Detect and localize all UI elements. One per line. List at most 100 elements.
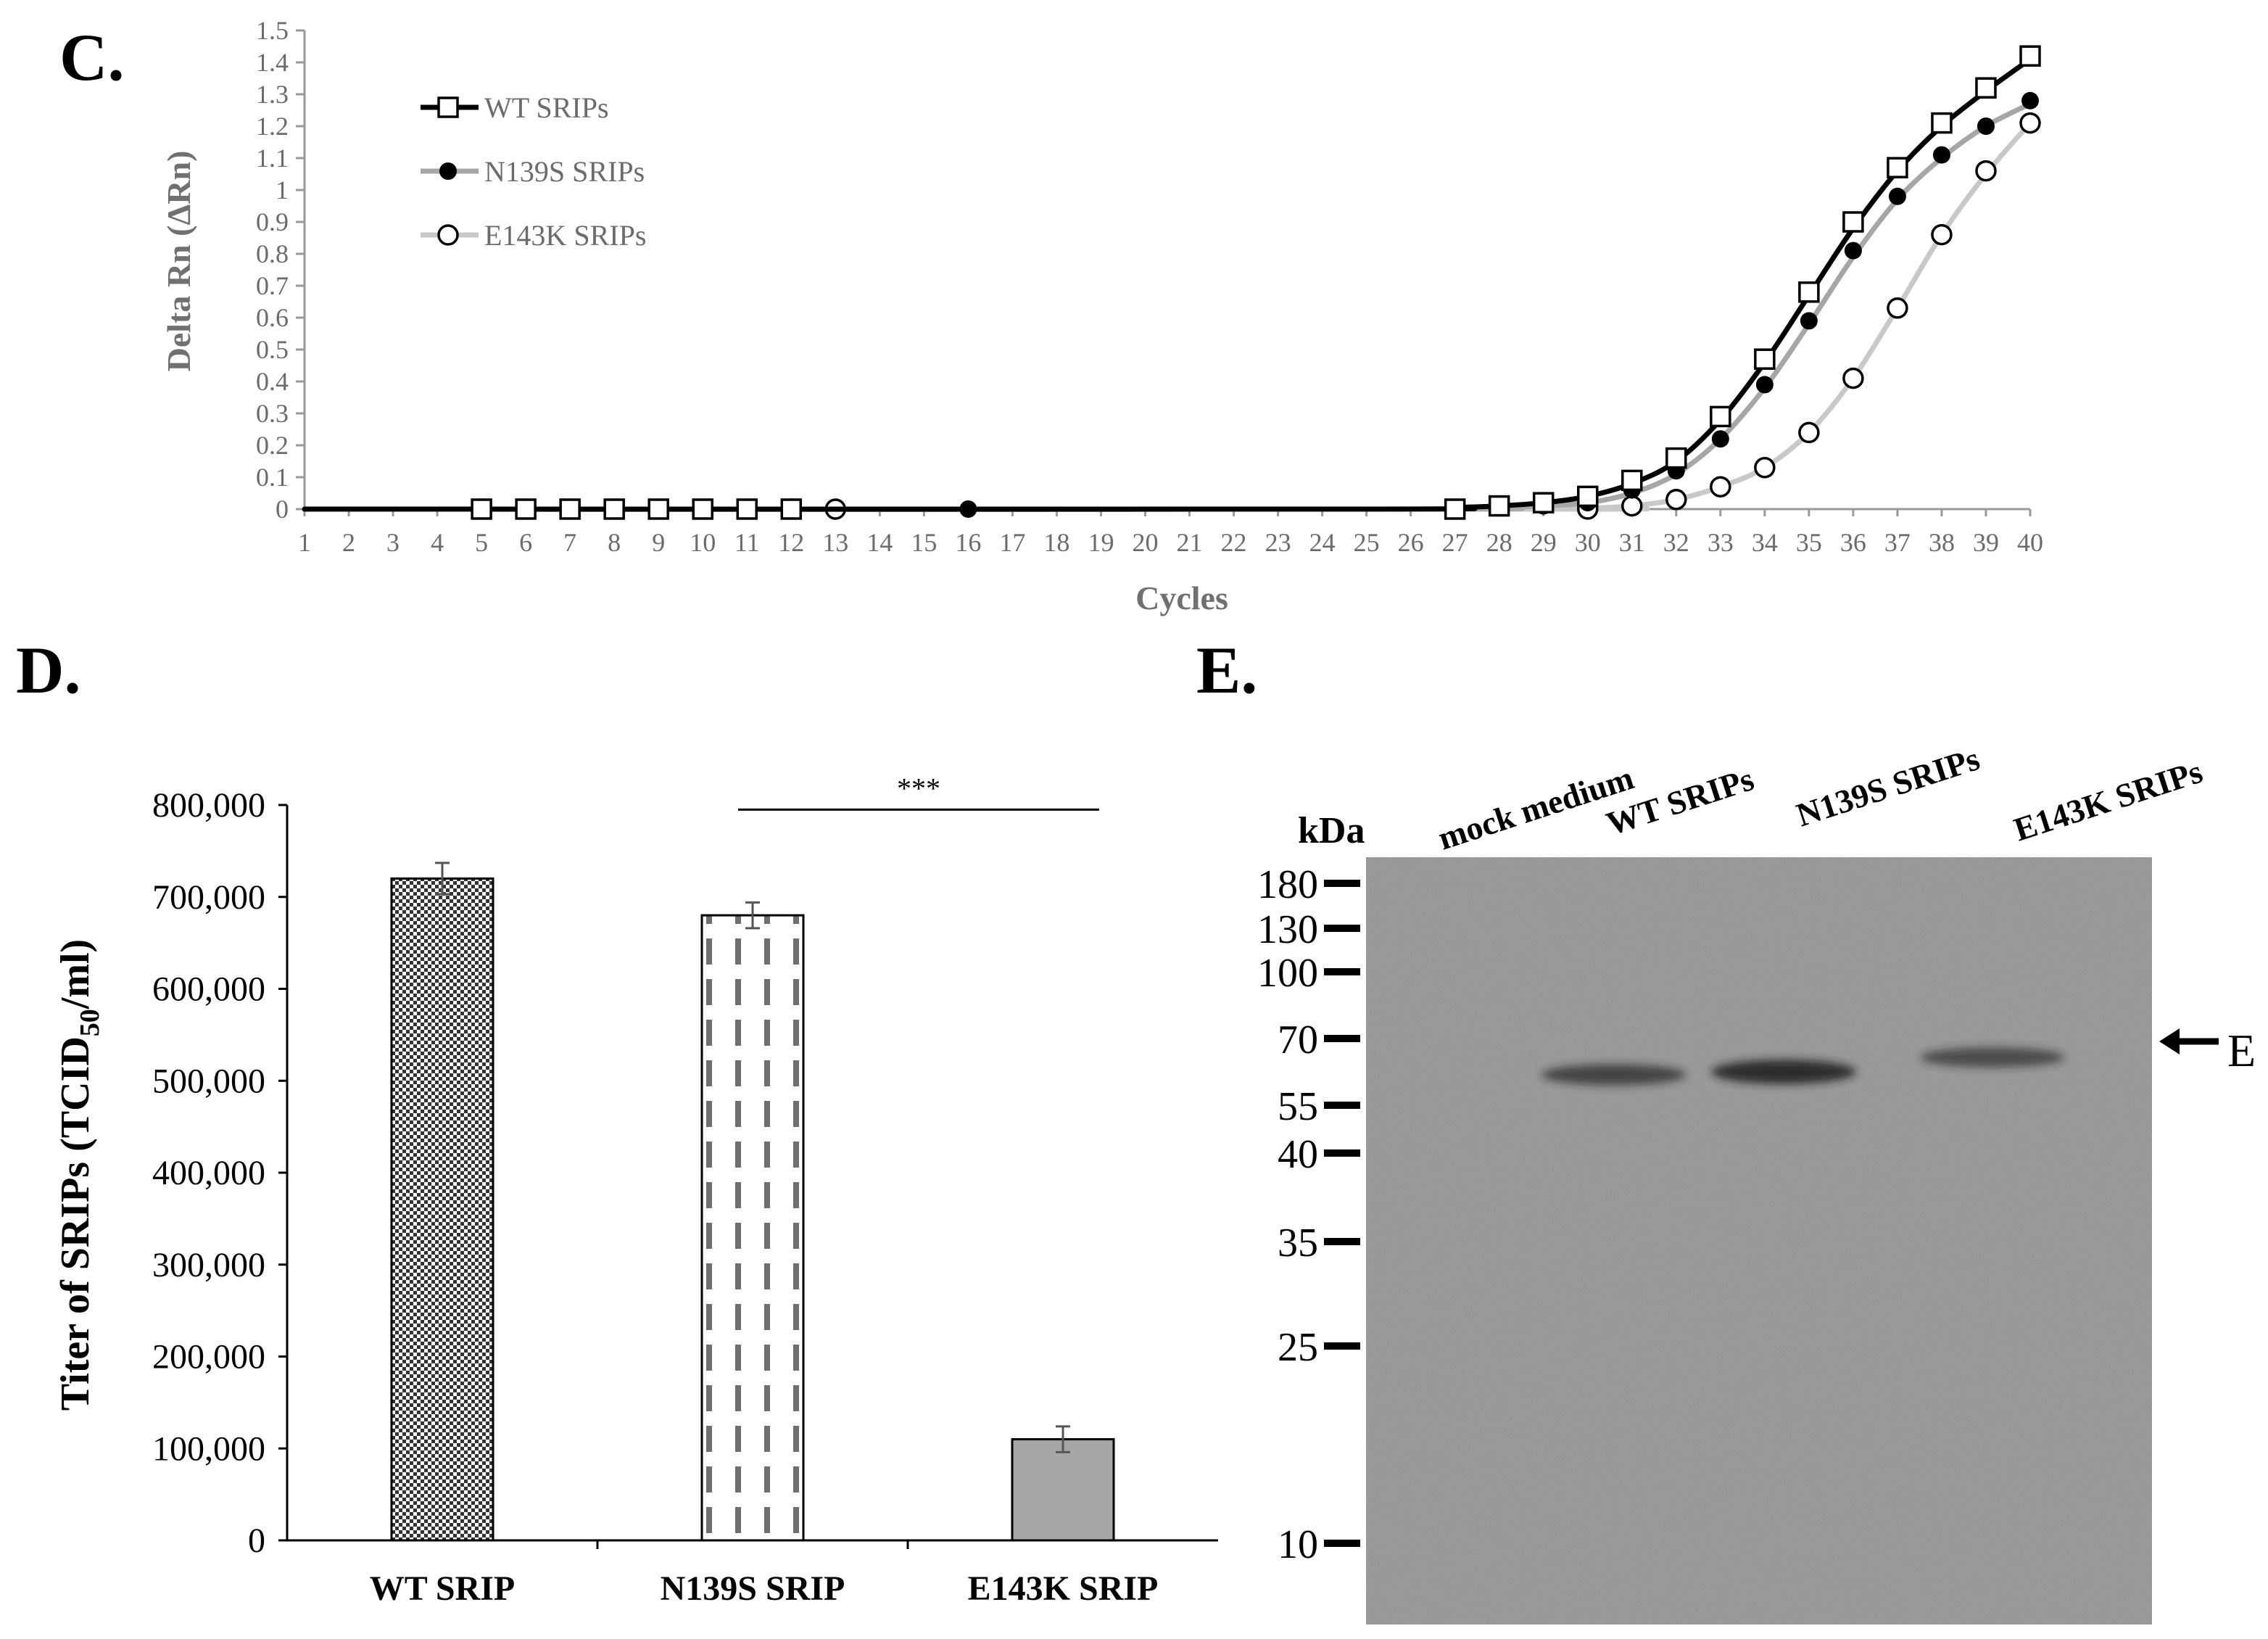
c-data-point [515, 498, 537, 520]
c-y-tick-label: 0.1 [256, 463, 289, 492]
d-y-tick-label: 0 [248, 1522, 265, 1560]
c-data-point [1931, 223, 1953, 246]
c-x-tick-label: 8 [608, 528, 621, 557]
c-x-tick-label: 28 [1486, 528, 1512, 557]
c-legend-marker [437, 96, 459, 118]
c-x-tick-label: 11 [734, 528, 760, 557]
c-x-tick-label: 29 [1531, 528, 1557, 557]
c-x-tick-label: 17 [999, 528, 1025, 557]
d-category-label: E143K SRIP [968, 1569, 1159, 1608]
e-marker-label: 180 [1257, 862, 1318, 907]
c-data-point [1754, 348, 1776, 370]
c-y-tick-label: 1.1 [256, 144, 289, 173]
c-x-tick-label: 38 [1929, 528, 1955, 557]
c-x-tick-label: 9 [652, 528, 665, 557]
c-data-point [559, 498, 581, 520]
c-x-tick-label: 25 [1354, 528, 1380, 557]
c-x-tick-label: 2 [342, 528, 355, 557]
c-x-tick-label: 32 [1663, 528, 1689, 557]
c-legend-label: WT SRIPs [484, 91, 609, 124]
d-bar [1011, 1438, 1115, 1542]
c-data-point [1710, 405, 1731, 428]
c-legend: WT SRIPs N139S SRIPs E143K SRIPs [421, 91, 646, 252]
c-x-tick-label: 24 [1309, 528, 1336, 557]
panel-c-label: C. [59, 20, 124, 94]
c-data-point [1754, 457, 1776, 479]
c-data-point [1932, 146, 1950, 164]
c-x-tick-label: 7 [563, 528, 576, 557]
c-data-point [1798, 421, 1820, 444]
c-x-tick-label: 36 [1840, 528, 1866, 557]
c-x-tick-label: 13 [822, 528, 848, 557]
c-x-tick-label: 23 [1265, 528, 1291, 557]
e-marker-label: 40 [1278, 1132, 1318, 1177]
c-x-tick-label: 18 [1043, 528, 1069, 557]
d-category-label: N139S SRIP [661, 1569, 845, 1608]
c-x-tick-label: 16 [955, 528, 981, 557]
d-y-tick-label: 400,000 [152, 1154, 265, 1192]
c-y-axis-title: Delta Rn (ΔRn) [160, 151, 197, 372]
c-data-point [1576, 485, 1599, 508]
e-arrow-icon [2159, 1028, 2180, 1054]
c-y-tick-label: 1 [276, 176, 289, 205]
e-lane-label: E143K SRIPs [2009, 753, 2206, 849]
panel-e-label: E. [1196, 633, 1257, 707]
c-y-tick-label: 1.2 [256, 112, 289, 141]
c-data-point [1842, 367, 1864, 389]
c-x-tick-label: 33 [1708, 528, 1734, 557]
c-series-wt-srips [302, 45, 2041, 520]
c-y-tick-label: 0.7 [256, 271, 289, 300]
e-band [1711, 1060, 1856, 1084]
d-y-axis-title: Titer of SRIPs (TCID50/ml) [53, 939, 105, 1411]
c-y-tick-label: 0.3 [256, 399, 289, 428]
e-kda-label: kDa [1298, 810, 1365, 851]
d-bar [390, 877, 494, 1542]
c-data-point [1887, 157, 1908, 178]
c-data-point [1842, 211, 1864, 233]
titer-bar-chart: 0 100,000 200,000 300,000 400,000 500,000 600,… [53, 772, 1218, 1608]
c-data-point [1665, 489, 1687, 511]
c-data-point [1931, 112, 1953, 134]
c-x-tick-label: 19 [1088, 528, 1114, 557]
e-arrow-label: E [2227, 1025, 2256, 1076]
c-x-tick-label: 39 [1973, 528, 1999, 557]
d-y-tick-label: 100,000 [152, 1429, 265, 1468]
c-data-point [1975, 160, 1997, 182]
c-legend-marker [439, 162, 457, 180]
c-x-tick-label: 26 [1398, 528, 1424, 557]
c-x-tick-label: 3 [386, 528, 400, 557]
c-y-tick-label: 0.2 [256, 431, 289, 460]
c-x-tick-label: 35 [1796, 528, 1822, 557]
c-legend-label: E143K SRIPs [484, 219, 646, 252]
c-x-axis-title: Cycles [1135, 579, 1228, 616]
c-y-tick-label: 1.5 [256, 16, 289, 45]
c-data-point [692, 498, 713, 520]
d-y-tick-label: 300,000 [152, 1246, 265, 1284]
c-data-point [780, 498, 803, 520]
c-y-tick-label: 0.5 [256, 335, 289, 364]
c-x-tick-label: 4 [431, 528, 444, 557]
e-marker-label: 35 [1278, 1221, 1318, 1266]
qpcr-amplification-chart: 00.10.20.30.40.50.60.70.80.911.11.21.31.… [160, 16, 2043, 616]
c-legend-label: N139S SRIPs [484, 155, 645, 188]
e-marker-label: 70 [1278, 1017, 1318, 1062]
e-band [1541, 1064, 1686, 1086]
c-y-tick-label: 0.8 [256, 239, 289, 268]
c-data-point [1444, 498, 1466, 520]
c-x-tick-label: 1 [298, 528, 311, 557]
e-marker-label: 100 [1257, 951, 1318, 996]
e-band [1920, 1047, 2065, 1068]
d-significance-label: *** [897, 772, 940, 804]
c-x-tick-label: 21 [1177, 528, 1203, 557]
c-y-tick-label: 0.6 [256, 303, 289, 332]
c-y-tick-label: 0.4 [256, 367, 289, 396]
c-data-point [1887, 297, 1908, 319]
panel-d-label: D. [16, 633, 80, 707]
c-series-line [302, 57, 2033, 512]
d-y-tick-label: 200,000 [152, 1338, 265, 1376]
c-data-point [471, 498, 492, 520]
c-data-point [736, 498, 758, 520]
e-marker-label: 25 [1278, 1325, 1318, 1370]
c-data-point [1800, 312, 1818, 330]
